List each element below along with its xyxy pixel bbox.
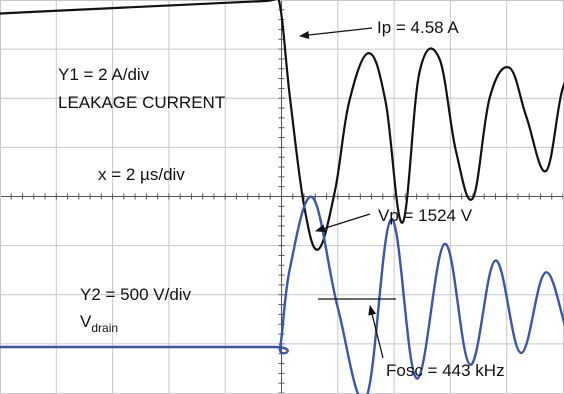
vdrain-subscript: drain (91, 321, 119, 335)
callout-arrows (299, 27, 396, 359)
vp-annotation: Vp = 1524 V (378, 206, 473, 225)
vdrain-trace (0, 195, 564, 394)
fosc-arrow (368, 305, 384, 359)
fosc-annotation: Fosc = 443 kHz (386, 361, 505, 380)
ip-arrow (299, 27, 373, 39)
vdrain-label: Vdrain (80, 312, 118, 334)
x-scale-label: x = 2 µs/div (98, 165, 185, 184)
y1-scale-label: Y1 = 2 A/div (58, 65, 150, 84)
leakage-current-label: LEAKAGE CURRENT (58, 93, 226, 112)
y2-scale-label: Y2 = 500 V/div (80, 285, 192, 304)
ip-annotation: Ip = 4.58 A (377, 18, 459, 37)
vdrain-main: V (80, 312, 92, 331)
leakage-current-trace (0, 0, 564, 251)
vp-arrow (315, 213, 371, 233)
